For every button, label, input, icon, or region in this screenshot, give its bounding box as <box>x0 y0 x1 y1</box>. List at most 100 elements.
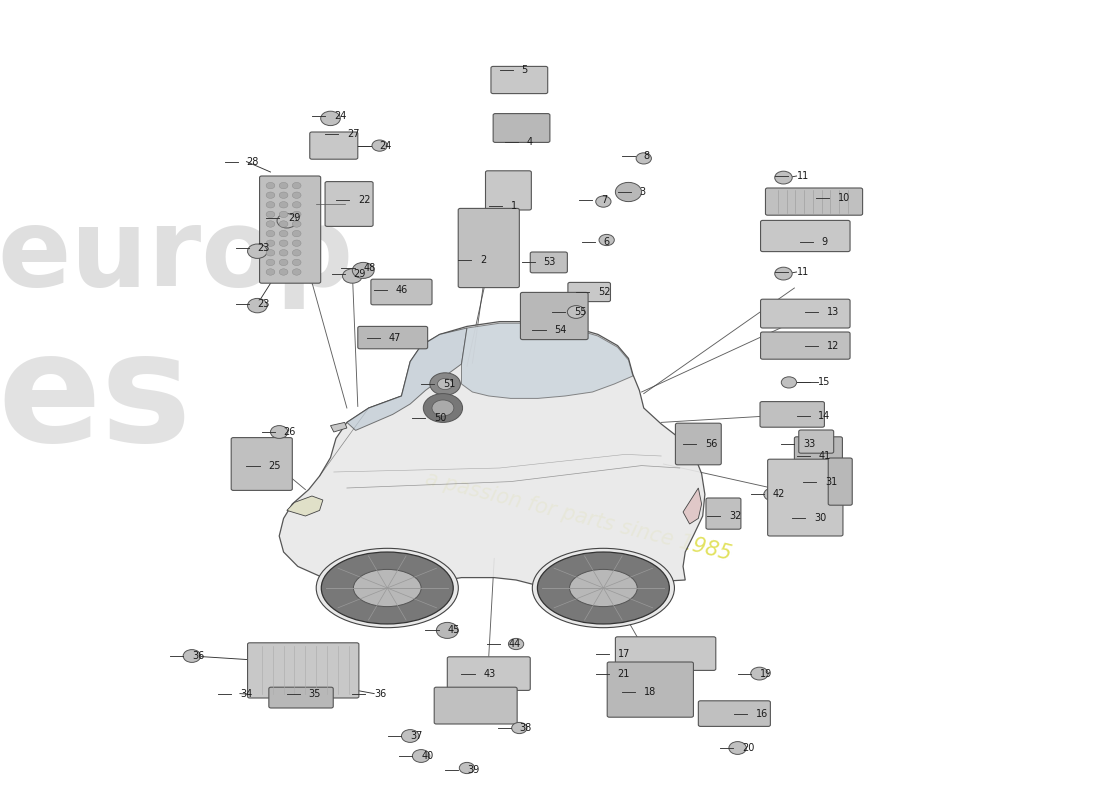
Circle shape <box>293 211 301 218</box>
FancyBboxPatch shape <box>530 252 568 273</box>
Text: 48: 48 <box>363 263 375 273</box>
FancyBboxPatch shape <box>675 423 722 465</box>
FancyBboxPatch shape <box>459 209 519 288</box>
FancyBboxPatch shape <box>760 299 850 328</box>
Circle shape <box>729 742 747 754</box>
Circle shape <box>266 182 275 189</box>
FancyBboxPatch shape <box>260 176 321 283</box>
Circle shape <box>293 192 301 198</box>
Text: 26: 26 <box>284 427 296 437</box>
FancyBboxPatch shape <box>698 701 770 726</box>
Circle shape <box>248 244 267 258</box>
Text: 23: 23 <box>257 299 270 309</box>
Circle shape <box>432 400 454 416</box>
FancyBboxPatch shape <box>434 687 517 724</box>
Circle shape <box>266 192 275 198</box>
FancyBboxPatch shape <box>760 402 824 427</box>
Circle shape <box>279 240 288 246</box>
Text: 9: 9 <box>822 237 828 246</box>
Text: 4: 4 <box>527 138 534 147</box>
Circle shape <box>596 196 611 207</box>
Text: 19: 19 <box>759 669 772 678</box>
Circle shape <box>424 394 463 422</box>
Circle shape <box>508 638 524 650</box>
Circle shape <box>279 250 288 256</box>
Circle shape <box>266 259 275 266</box>
Text: 28: 28 <box>246 157 258 166</box>
Circle shape <box>266 202 275 208</box>
FancyBboxPatch shape <box>485 170 531 210</box>
FancyBboxPatch shape <box>799 430 834 453</box>
FancyBboxPatch shape <box>828 458 852 506</box>
Text: 35: 35 <box>309 689 321 698</box>
Text: 18: 18 <box>644 687 656 697</box>
Circle shape <box>293 240 301 246</box>
Ellipse shape <box>316 548 459 628</box>
Text: 38: 38 <box>519 723 531 733</box>
Circle shape <box>277 214 297 228</box>
Circle shape <box>781 377 796 388</box>
Text: 12: 12 <box>827 341 839 350</box>
FancyBboxPatch shape <box>766 188 862 215</box>
FancyBboxPatch shape <box>491 66 548 94</box>
Circle shape <box>763 488 781 501</box>
Ellipse shape <box>570 570 637 606</box>
Ellipse shape <box>353 570 421 606</box>
Circle shape <box>279 211 288 218</box>
FancyBboxPatch shape <box>326 182 373 226</box>
Ellipse shape <box>532 548 674 628</box>
Text: 42: 42 <box>772 490 785 499</box>
Circle shape <box>352 262 374 278</box>
Ellipse shape <box>538 552 670 624</box>
Circle shape <box>615 182 641 202</box>
Text: a passion for parts since 1985: a passion for parts since 1985 <box>424 468 734 564</box>
Circle shape <box>266 240 275 246</box>
Text: 36: 36 <box>374 689 386 698</box>
Text: es: es <box>0 326 192 474</box>
Text: 45: 45 <box>448 626 460 635</box>
Circle shape <box>248 298 267 313</box>
Circle shape <box>293 202 301 208</box>
Circle shape <box>266 211 275 218</box>
Circle shape <box>774 267 792 280</box>
FancyBboxPatch shape <box>268 687 333 708</box>
Text: 50: 50 <box>434 413 447 422</box>
Text: 2: 2 <box>480 255 486 265</box>
Text: 43: 43 <box>483 669 496 678</box>
FancyBboxPatch shape <box>768 459 843 536</box>
Circle shape <box>750 667 768 680</box>
FancyBboxPatch shape <box>794 437 843 472</box>
Text: 3: 3 <box>639 187 646 197</box>
Circle shape <box>512 722 527 734</box>
Text: 17: 17 <box>617 649 630 658</box>
Polygon shape <box>279 322 705 590</box>
Polygon shape <box>287 496 323 516</box>
Text: 5: 5 <box>521 66 528 75</box>
Text: 46: 46 <box>396 285 408 294</box>
Text: 6: 6 <box>604 237 609 246</box>
Text: 25: 25 <box>268 461 280 470</box>
Ellipse shape <box>321 552 453 624</box>
Text: 41: 41 <box>818 451 830 461</box>
Text: 33: 33 <box>803 439 815 449</box>
Polygon shape <box>462 323 632 398</box>
Text: 20: 20 <box>742 743 755 753</box>
Circle shape <box>279 269 288 275</box>
Text: 31: 31 <box>825 477 837 486</box>
Text: 52: 52 <box>598 287 611 297</box>
Text: 27: 27 <box>346 130 360 139</box>
FancyBboxPatch shape <box>248 643 359 698</box>
Circle shape <box>293 221 301 227</box>
Text: 55: 55 <box>574 307 586 317</box>
Circle shape <box>293 230 301 237</box>
Circle shape <box>600 234 614 246</box>
Text: 39: 39 <box>466 765 480 774</box>
Text: 36: 36 <box>191 651 205 661</box>
Circle shape <box>568 306 585 318</box>
Text: 29: 29 <box>353 269 366 278</box>
Text: 21: 21 <box>617 669 630 678</box>
Text: 1: 1 <box>510 202 517 211</box>
Circle shape <box>293 250 301 256</box>
Text: 15: 15 <box>818 378 830 387</box>
Circle shape <box>279 202 288 208</box>
